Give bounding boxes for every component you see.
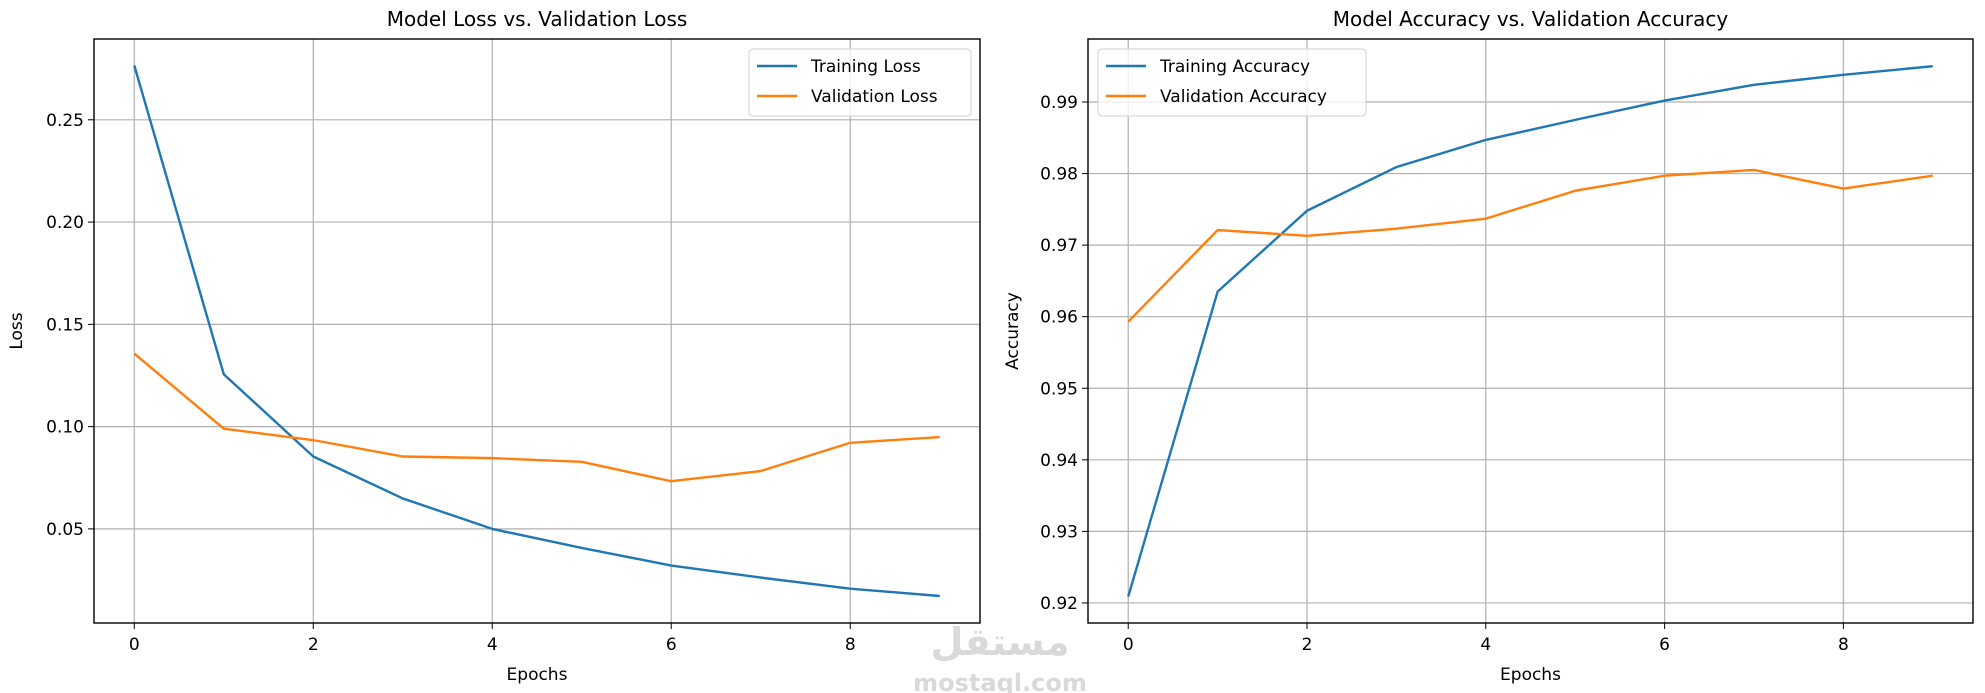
y-tick-label: 0.98 <box>1040 165 1078 185</box>
y-tick-label: 0.20 <box>46 213 84 233</box>
axes-frame <box>1087 38 1974 624</box>
series-line-validation-loss <box>133 352 940 483</box>
legend-label: Validation Accuracy <box>1160 87 1327 107</box>
chart-0: 0 2 4 6 8 0.05 0.10 0.15 0.20 0.25 Model Loss vs. … <box>7 7 981 685</box>
x-tick-label: 8 <box>845 635 856 655</box>
axes-frame <box>93 38 981 624</box>
legend-label: Validation Loss <box>811 87 938 107</box>
y-tick-label: 0.15 <box>46 315 84 335</box>
chart-title: Model Accuracy vs. Validation Accuracy <box>1333 7 1729 31</box>
y-tick-label: 0.94 <box>1040 451 1078 471</box>
y-tick-label: 0.99 <box>1040 93 1078 113</box>
y-tick-label: 0.96 <box>1040 308 1078 328</box>
series-line-training-accuracy <box>1127 65 1933 597</box>
series-line-validation-accuracy <box>1127 168 1933 323</box>
legend: Training Loss Validation Loss <box>748 48 972 117</box>
chart-1: 0 2 4 6 8 0.92 0.93 0.94 0.95 0.96 0.97 0.98 0.99 Mod… <box>1003 7 1974 685</box>
legend-label: Training Accuracy <box>1159 57 1310 77</box>
series-line-training-loss <box>133 65 940 598</box>
x-tick-label: 4 <box>1480 635 1491 655</box>
x-tick-label: 4 <box>487 635 498 655</box>
x-tick-label: 0 <box>129 635 140 655</box>
legend-label: Training Loss <box>810 57 921 77</box>
watermark: مستقل mostaql.com <box>913 620 1087 693</box>
watermark-arabic: مستقل <box>931 620 1070 664</box>
y-tick-label: 0.10 <box>46 418 84 438</box>
y-axis-label: Loss <box>7 312 27 349</box>
x-tick-label: 0 <box>1123 635 1134 655</box>
legend-box <box>1097 48 1367 117</box>
y-axis-label: Accuracy <box>1003 292 1023 370</box>
x-tick-label: 2 <box>1302 635 1313 655</box>
chart-title: Model Loss vs. Validation Loss <box>387 7 688 31</box>
y-tick-label: 0.25 <box>46 111 84 131</box>
y-tick-label: 0.93 <box>1040 522 1078 542</box>
x-tick-label: 6 <box>666 635 677 655</box>
x-axis-label: Epochs <box>1500 665 1561 685</box>
x-axis-label: Epochs <box>507 665 568 685</box>
watermark-text: mostaql.com <box>913 669 1087 693</box>
y-tick-label: 0.97 <box>1040 236 1078 256</box>
legend: Training Accuracy Validation Accuracy <box>1097 48 1367 117</box>
y-tick-label: 0.05 <box>46 520 84 540</box>
y-tick-label: 0.95 <box>1040 379 1078 399</box>
x-tick-label: 8 <box>1838 635 1849 655</box>
legend-box <box>748 48 972 117</box>
y-tick-label: 0.92 <box>1040 594 1078 614</box>
x-tick-label: 2 <box>308 635 319 655</box>
x-tick-label: 6 <box>1659 635 1670 655</box>
